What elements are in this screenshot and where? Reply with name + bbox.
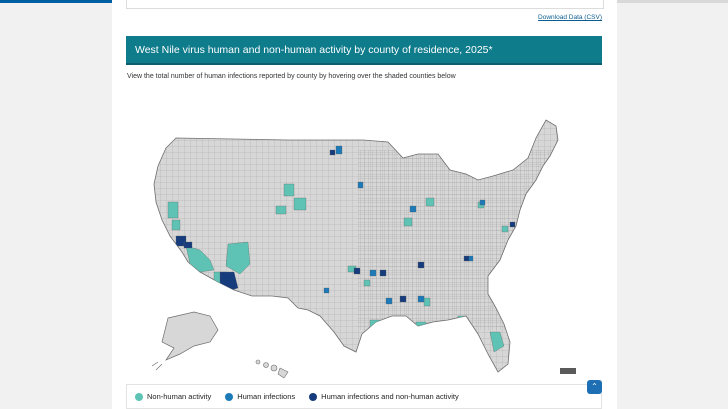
back-to-top-button[interactable]: ⌃ xyxy=(587,380,602,394)
download-csv-link[interactable]: Download Data (CSV) xyxy=(538,14,602,21)
alaska xyxy=(151,311,219,371)
county-borders xyxy=(154,120,558,372)
county-non-human[interactable] xyxy=(403,217,413,227)
legend-label: Human infections xyxy=(237,392,296,401)
legend-label: Human infections and non-human activity xyxy=(321,392,459,401)
county-non-human[interactable] xyxy=(387,317,397,327)
county-both[interactable] xyxy=(463,255,470,262)
county-non-human[interactable] xyxy=(283,183,295,197)
map-title: West Nile virus human and non-human acti… xyxy=(135,44,493,56)
county-non-human[interactable] xyxy=(275,205,287,215)
legend-dot-both xyxy=(309,392,318,401)
legend-item-human: Human infections xyxy=(225,392,295,401)
county-non-human[interactable] xyxy=(423,297,431,307)
county-non-human[interactable] xyxy=(489,331,505,353)
county-non-human[interactable] xyxy=(363,279,371,287)
county-both[interactable] xyxy=(353,267,361,275)
human-infection-counties[interactable] xyxy=(323,145,486,305)
county-non-human[interactable] xyxy=(171,219,181,231)
county-both[interactable] xyxy=(379,269,387,277)
county-both[interactable] xyxy=(417,261,425,269)
county-human[interactable] xyxy=(417,295,425,303)
county-human[interactable] xyxy=(335,145,343,155)
county-both[interactable] xyxy=(175,235,187,247)
legend-item-non-human: Non-human activity xyxy=(135,392,211,401)
county-non-human[interactable] xyxy=(425,197,435,207)
county-human[interactable] xyxy=(409,205,417,213)
map-subtitle: View the total number of human infection… xyxy=(127,73,456,80)
county-human[interactable] xyxy=(385,297,393,305)
map-title-banner: West Nile virus human and non-human acti… xyxy=(126,36,602,65)
county-both[interactable] xyxy=(399,295,407,303)
legend-label: Non-human activity xyxy=(147,392,212,401)
legend-dot-non-human xyxy=(135,392,143,401)
county-both[interactable] xyxy=(329,149,336,156)
puerto-rico xyxy=(560,368,576,374)
county-non-human[interactable] xyxy=(167,201,179,219)
county-human[interactable] xyxy=(357,181,364,189)
map-legend: Non-human activity Human infections Huma… xyxy=(126,384,602,409)
previous-section-box xyxy=(126,0,604,9)
legend-item-both: Human infections and non-human activity xyxy=(309,392,459,401)
county-non-human[interactable] xyxy=(293,197,307,211)
county-human[interactable] xyxy=(479,199,486,206)
county-human[interactable] xyxy=(369,269,377,277)
county-non-human[interactable] xyxy=(533,189,541,197)
county-both[interactable] xyxy=(509,221,516,228)
county-both[interactable] xyxy=(383,341,391,349)
us-county-map[interactable] xyxy=(148,110,578,382)
chevron-up-icon: ⌃ xyxy=(591,382,598,391)
county-human[interactable] xyxy=(323,287,330,294)
county-both[interactable] xyxy=(527,195,534,202)
county-both[interactable] xyxy=(183,241,193,249)
legend-dot-human xyxy=(225,392,234,401)
hawaii xyxy=(255,359,289,379)
county-non-human[interactable] xyxy=(369,319,381,331)
county-non-human[interactable] xyxy=(225,241,251,275)
county-non-human[interactable] xyxy=(501,225,509,233)
